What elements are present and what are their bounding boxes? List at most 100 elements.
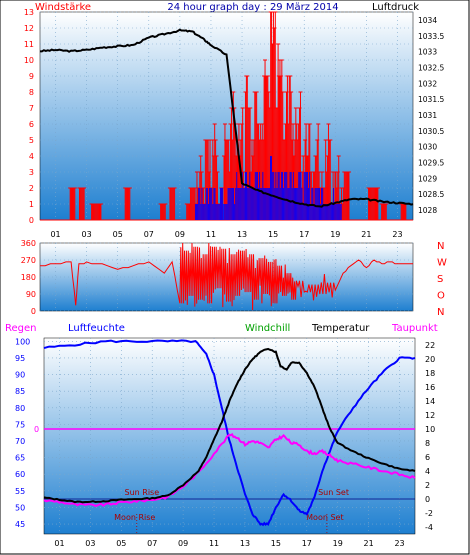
hour-tick-label: 03 [82, 230, 92, 239]
wind-direction-line [40, 242, 413, 311]
hour-tick-label: 21 [361, 230, 371, 239]
temperature-tick-label: -2 [425, 509, 433, 518]
temperature-tick-label: -4 [425, 523, 433, 532]
wind-pressure-panel: 01234567891011121310341033.510331032.510… [24, 8, 445, 239]
temperature-tick-label: 16 [425, 383, 435, 392]
pressure-tick-label: 1031 [418, 111, 437, 120]
chart-title: 24 hour graph day : 29 März 2014 [167, 2, 338, 13]
wind-tick-label: 4 [29, 152, 34, 161]
wind-tick-label: 13 [24, 8, 34, 17]
pressure-tick-label: 1029.5 [418, 159, 444, 168]
pressure-tick-label: 1033 [418, 48, 437, 57]
pressure-tick-label: 1033.5 [418, 32, 444, 41]
humidity-tick-label: 80 [15, 404, 25, 413]
temperature-tick-label: 10 [425, 425, 435, 434]
humidity-tick-label: 45 [15, 520, 25, 529]
temperature-tick-label: 0 [425, 495, 430, 504]
temperature-tick-label: 22 [425, 341, 435, 350]
compass-label: W [437, 258, 447, 269]
humidity-tick-label: 90 [15, 371, 25, 380]
hour-tick-label: 23 [392, 230, 402, 239]
dewpoint-line [43, 432, 416, 507]
temperature-tick-label: 12 [425, 411, 435, 420]
hour-tick-label: 05 [113, 230, 123, 239]
wind-tick-label: 11 [24, 40, 34, 49]
wind-tick-label: 8 [29, 88, 34, 97]
wind-axis-title: Windstärke [35, 2, 91, 13]
hour-tick-label: 03 [85, 539, 95, 548]
rain-zero-label: 0 [34, 425, 39, 434]
pressure-tick-label: 1031.5 [418, 95, 444, 104]
hour-tick-label: 17 [299, 230, 309, 239]
pressure-tick-label: 1034 [418, 16, 437, 25]
hour-tick-label: 21 [364, 539, 374, 548]
wind-tick-label: 1 [29, 200, 34, 209]
direction-tick-label: 180 [21, 273, 36, 282]
humidity-line [43, 339, 416, 527]
direction-tick-label: 360 [21, 239, 36, 248]
temperature-tick-label: 4 [425, 467, 430, 476]
wind-tick-label: 5 [29, 136, 34, 145]
temperature-legend: Temperatur [311, 323, 370, 334]
hour-tick-label: 07 [147, 539, 157, 548]
pressure-line [40, 28, 414, 208]
pressure-tick-label: 1029 [418, 174, 437, 183]
hour-tick-label: 15 [268, 230, 278, 239]
hour-tick-label: 07 [144, 230, 154, 239]
temperature-line [43, 347, 416, 504]
moon-event-label: Moon Set [306, 513, 343, 522]
humidity-tick-label: 85 [15, 387, 25, 396]
hour-tick-label: 01 [50, 230, 60, 239]
sun-event-label: Sun Rise [125, 488, 160, 497]
hour-tick-label: 17 [302, 539, 312, 548]
pressure-tick-label: 1028.5 [418, 190, 444, 199]
wind-tick-label: 12 [24, 24, 34, 33]
temperature-tick-label: 14 [425, 397, 435, 406]
hour-tick-label: 11 [209, 539, 219, 548]
humidity-tick-label: 75 [15, 420, 25, 429]
compass-label: N [437, 241, 444, 252]
pressure-tick-label: 1032.5 [418, 64, 444, 73]
wind-tick-label: 9 [29, 72, 34, 81]
humidity-tick-label: 65 [15, 454, 25, 463]
dewpoint-legend: Taupunkt [391, 323, 438, 334]
rain-legend: Regen [5, 323, 37, 334]
humidity-tick-label: 60 [15, 470, 25, 479]
temperature-humidity-panel: 1009590858075706560555045222018161412108… [15, 337, 435, 548]
compass-label: O [437, 291, 445, 302]
humidity-tick-label: 50 [15, 503, 25, 512]
hour-tick-label: 09 [175, 230, 185, 239]
compass-label: S [437, 274, 443, 285]
hour-tick-label: 19 [330, 230, 340, 239]
pressure-tick-label: 1030.5 [418, 127, 444, 136]
windchill-legend: Windchill [245, 323, 290, 334]
humidity-tick-label: 55 [15, 487, 25, 496]
hour-tick-label: 11 [206, 230, 216, 239]
wind-tick-label: 0 [29, 216, 34, 225]
wind-tick-label: 6 [29, 120, 34, 129]
hour-tick-label: 01 [54, 539, 64, 548]
humidity-legend: Luftfeuchte [68, 323, 125, 334]
direction-tick-label: 90 [26, 290, 36, 299]
hour-tick-label: 09 [178, 539, 188, 548]
moon-event-label: Moon Rise [114, 513, 155, 522]
pressure-tick-label: 1028 [418, 206, 437, 215]
temperature-tick-label: 6 [425, 453, 430, 462]
hour-tick-label: 19 [333, 539, 343, 548]
humidity-tick-label: 95 [15, 354, 25, 363]
humidity-tick-label: 100 [15, 337, 30, 346]
temperature-tick-label: 18 [425, 369, 435, 378]
pressure-tick-label: 1030 [418, 143, 437, 152]
pressure-axis-title: Luftdruck [372, 2, 419, 13]
hour-tick-label: 05 [116, 539, 126, 548]
direction-tick-label: 0 [31, 307, 36, 316]
humidity-tick-label: 70 [15, 437, 25, 446]
temperature-tick-label: 8 [425, 439, 430, 448]
wind-tick-label: 2 [29, 184, 34, 193]
hour-tick-label: 13 [237, 230, 247, 239]
wind-tick-label: 10 [24, 56, 34, 65]
sun-event-label: Sun Set [318, 488, 349, 497]
pressure-tick-label: 1032 [418, 79, 437, 88]
